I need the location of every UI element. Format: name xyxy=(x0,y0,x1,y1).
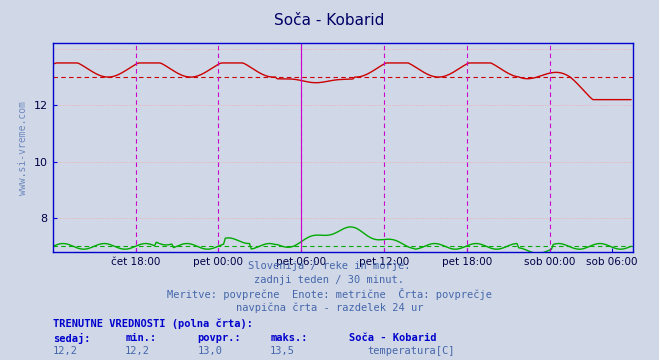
Text: sedaj:: sedaj: xyxy=(53,333,90,344)
Text: Slovenija / reke in morje.: Slovenija / reke in morje. xyxy=(248,261,411,271)
Text: 12,2: 12,2 xyxy=(53,346,78,356)
Text: 12,2: 12,2 xyxy=(125,346,150,356)
Text: povpr.:: povpr.: xyxy=(198,333,241,343)
Text: Soča - Kobarid: Soča - Kobarid xyxy=(274,13,385,28)
Text: Meritve: povprečne  Enote: metrične  Črta: povprečje: Meritve: povprečne Enote: metrične Črta:… xyxy=(167,288,492,300)
Text: TRENUTNE VREDNOSTI (polna črta):: TRENUTNE VREDNOSTI (polna črta): xyxy=(53,319,252,329)
Text: 13,5: 13,5 xyxy=(270,346,295,356)
Text: temperatura[C]: temperatura[C] xyxy=(368,346,455,356)
Text: maks.:: maks.: xyxy=(270,333,308,343)
Text: zadnji teden / 30 minut.: zadnji teden / 30 minut. xyxy=(254,275,405,285)
Text: www.si-vreme.com: www.si-vreme.com xyxy=(18,100,28,195)
Text: 13,0: 13,0 xyxy=(198,346,223,356)
Text: Soča - Kobarid: Soča - Kobarid xyxy=(349,333,437,343)
Text: navpična črta - razdelek 24 ur: navpična črta - razdelek 24 ur xyxy=(236,302,423,312)
Text: min.:: min.: xyxy=(125,333,156,343)
